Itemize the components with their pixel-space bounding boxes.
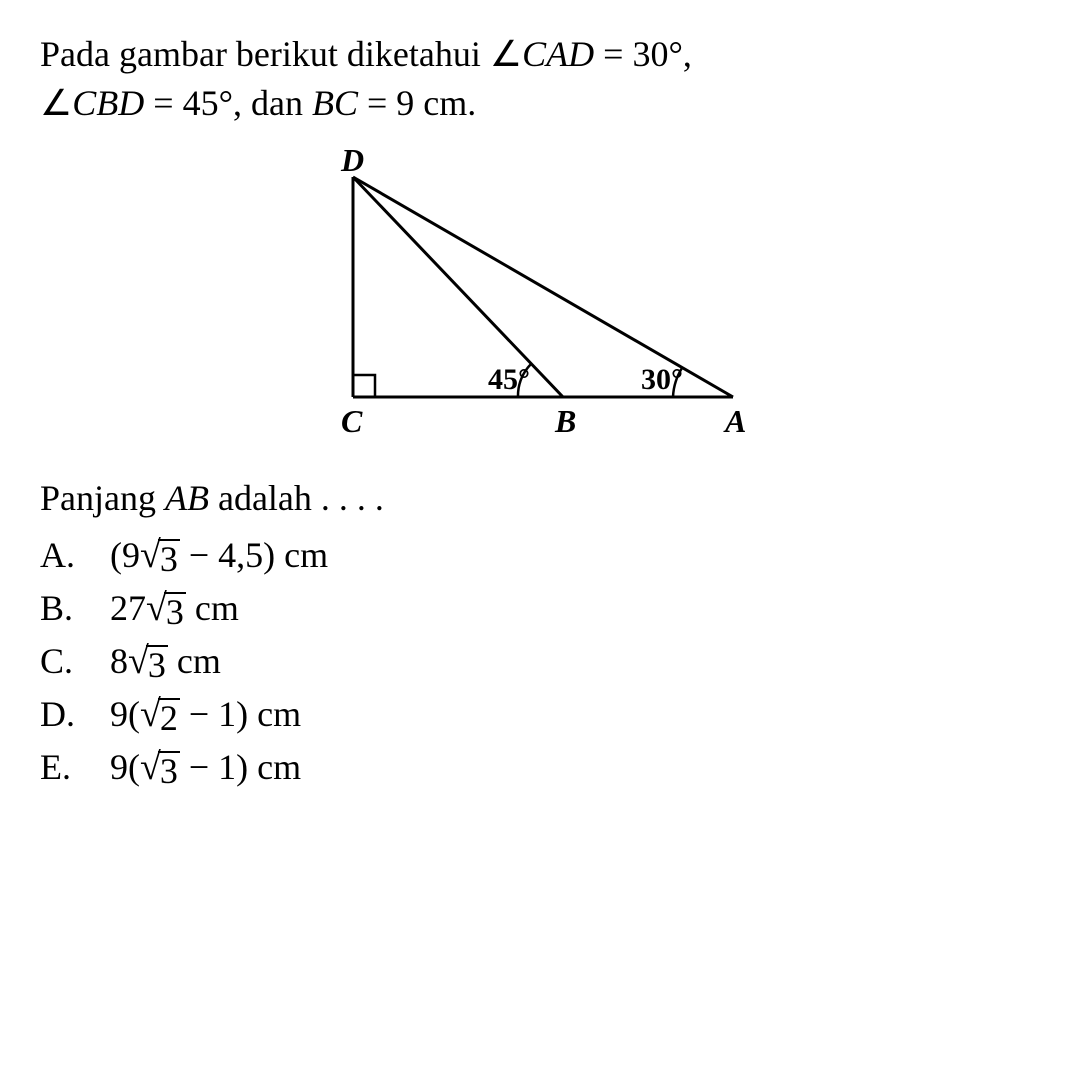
option-letter: A. (40, 534, 110, 576)
opt-post: − 4,5) cm (180, 535, 328, 575)
option-b: B. 27√3 cm (40, 587, 1026, 630)
prompt-post: adalah . . . . (209, 478, 384, 518)
opt-post: − 1) cm (180, 694, 301, 734)
q-line2-post: = 9 cm. (358, 83, 476, 123)
option-content: 9(√3 − 1) cm (110, 746, 301, 789)
sqrt-icon: √3 (128, 642, 168, 683)
q-line1-pre: Pada gambar berikut diketahui ∠ (40, 34, 522, 74)
option-letter: E. (40, 746, 110, 788)
opt-post: cm (168, 641, 221, 681)
sqrt-icon: √2 (140, 695, 180, 736)
option-letter: D. (40, 693, 110, 735)
opt-pre: 8 (110, 641, 128, 681)
question-stem: Pada gambar berikut diketahui ∠CAD = 30°… (40, 30, 1026, 127)
opt-post: cm (186, 588, 239, 628)
q-line1-post: = 30°, (594, 34, 692, 74)
q-line1-var: CAD (522, 34, 594, 74)
angle-label-30: 30° (641, 363, 683, 396)
right-angle-icon (353, 375, 375, 397)
option-content: (9√3 − 4,5) cm (110, 534, 328, 577)
option-a: A. (9√3 − 4,5) cm (40, 534, 1026, 577)
q-line2-var2: BC (312, 83, 358, 123)
options-list: A. (9√3 − 4,5) cm B. 27√3 cm C. 8√3 cm D… (40, 534, 1026, 789)
prompt-text: Panjang AB adalah . . . . (40, 477, 1026, 519)
prompt-var: AB (165, 478, 209, 518)
sqrt-icon: √3 (146, 589, 186, 630)
opt-pre: 9( (110, 694, 140, 734)
opt-pre: 27 (110, 588, 146, 628)
sqrt-icon: √3 (140, 536, 180, 577)
q-line2-pre: ∠ (40, 83, 72, 123)
option-letter: B. (40, 587, 110, 629)
label-c: C (341, 403, 363, 439)
option-c: C. 8√3 cm (40, 640, 1026, 683)
label-a: A (723, 403, 746, 439)
triangle-diagram: D C B A 45° 30° (293, 147, 773, 447)
line-DB (353, 177, 563, 397)
option-d: D. 9(√2 − 1) cm (40, 693, 1026, 736)
diagram-container: D C B A 45° 30° (40, 147, 1026, 447)
option-content: 9(√2 − 1) cm (110, 693, 301, 736)
option-letter: C. (40, 640, 110, 682)
prompt-pre: Panjang (40, 478, 165, 518)
opt-post: − 1) cm (180, 747, 301, 787)
angle-label-45: 45° (488, 363, 530, 396)
opt-pre: (9 (110, 535, 140, 575)
q-line2-mid: = 45°, dan (144, 83, 312, 123)
label-b: B (554, 403, 576, 439)
option-e: E. 9(√3 − 1) cm (40, 746, 1026, 789)
option-content: 27√3 cm (110, 587, 239, 630)
sqrt-icon: √3 (140, 748, 180, 789)
opt-pre: 9( (110, 747, 140, 787)
q-line2-var1: CBD (72, 83, 144, 123)
label-d: D (340, 147, 364, 178)
option-content: 8√3 cm (110, 640, 221, 683)
